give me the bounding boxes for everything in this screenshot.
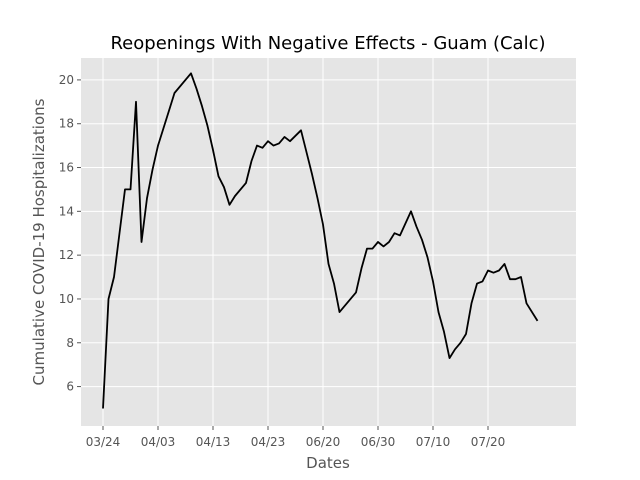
plot-area	[81, 58, 576, 426]
series-group	[102, 72, 539, 409]
y-tick-label: 12	[59, 248, 74, 262]
x-tick-label: 04/23	[251, 435, 286, 449]
y-tick-label: 8	[66, 336, 74, 350]
y-axis-label: Cumulative COVID-19 Hospitalizations	[30, 98, 48, 385]
x-axis-label: Dates	[306, 454, 350, 472]
x-tick-label: 07/10	[416, 435, 451, 449]
x-tick-label: 04/03	[141, 435, 176, 449]
y-tick-label: 10	[59, 292, 74, 306]
x-tick-label: 06/30	[361, 435, 396, 449]
y-axis: 6 8 10 12 14 16 18 20	[59, 73, 81, 394]
y-tick-label: 18	[59, 117, 74, 131]
y-tick-label: 20	[59, 73, 74, 87]
y-tick-label: 14	[59, 204, 74, 218]
chart-title: Reopenings With Negative Effects - Guam …	[110, 33, 545, 54]
y-tick-label: 16	[59, 161, 74, 175]
x-axis: 03/24 04/03 04/13 04/23 06/20 06/30 07/10 07/20	[86, 426, 506, 449]
y-tick-label: 6	[66, 380, 74, 394]
x-tick-label: 04/13	[196, 435, 231, 449]
x-tick-label: 07/20	[471, 435, 506, 449]
x-tick-label: 06/20	[306, 435, 341, 449]
x-tick-label: 03/24	[86, 435, 121, 449]
series-line	[102, 72, 539, 409]
